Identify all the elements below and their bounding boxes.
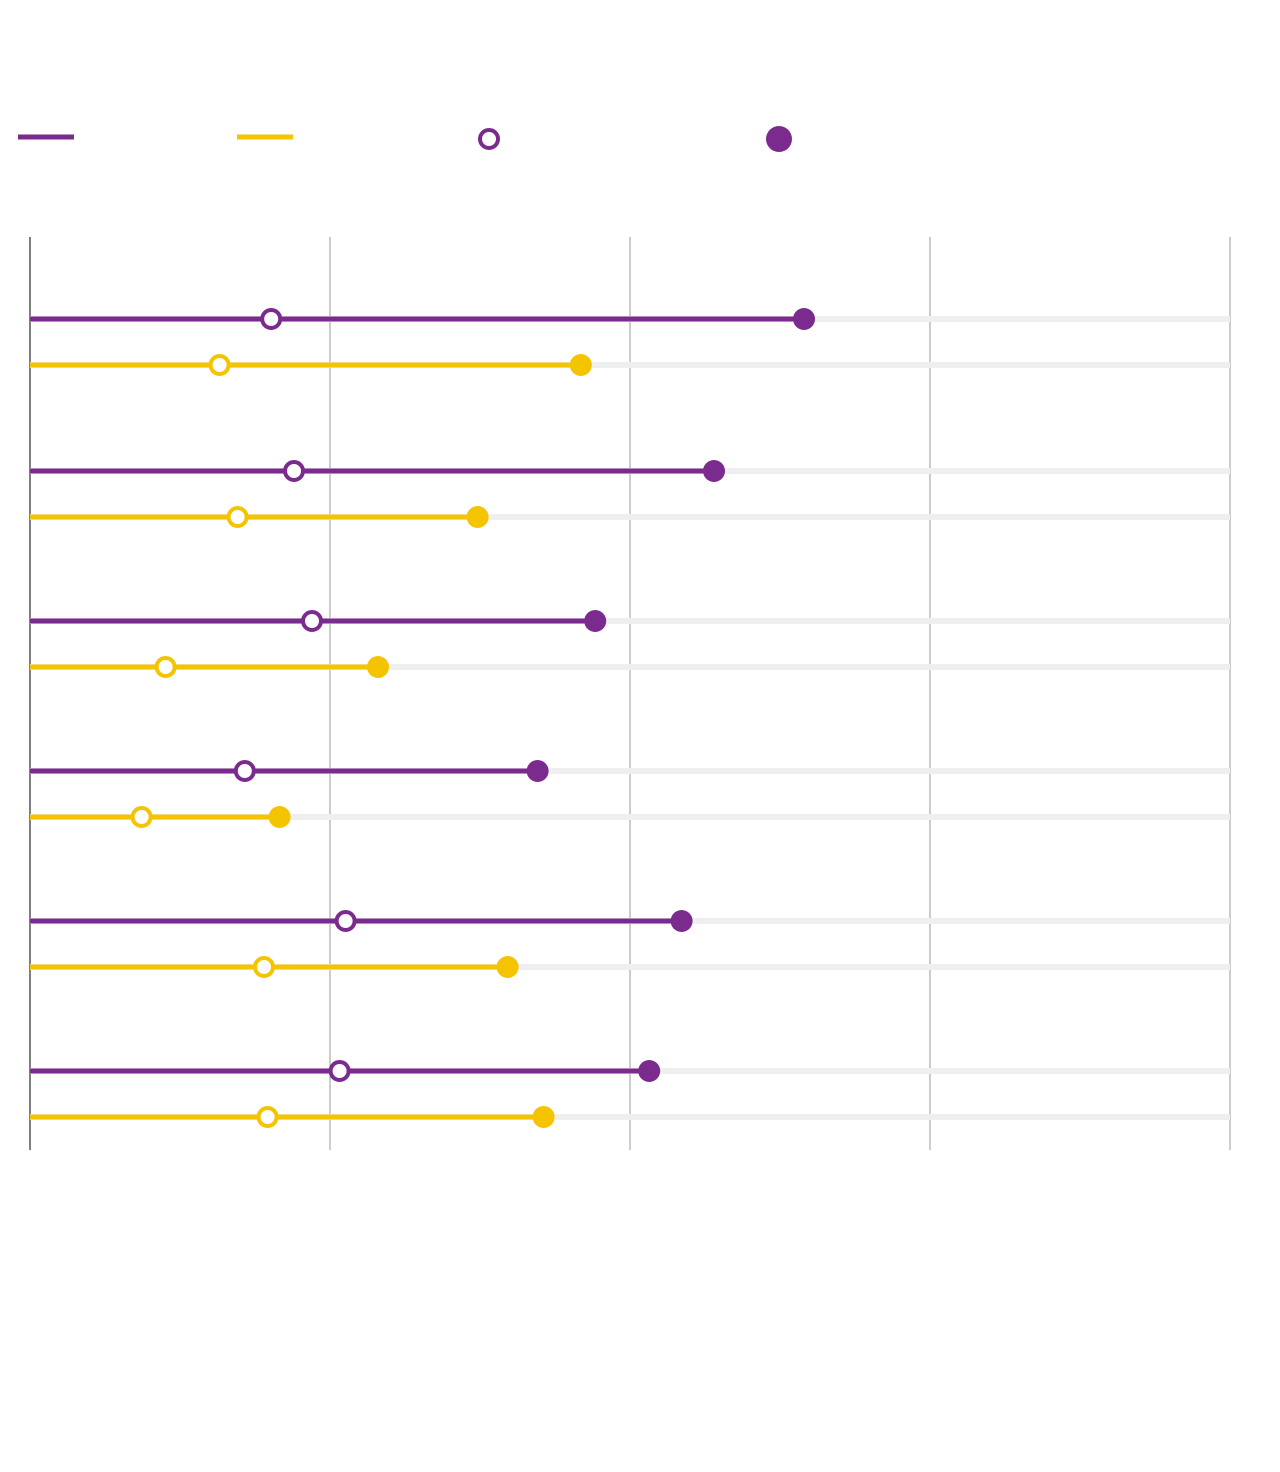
start-marker (233, 760, 256, 782)
start-marker (253, 956, 275, 978)
end-marker (670, 910, 693, 932)
end-marker (268, 806, 291, 828)
start-marker (260, 308, 283, 330)
end-marker (466, 506, 489, 528)
start-marker (256, 1106, 279, 1128)
start-marker (301, 610, 323, 632)
end-marker (526, 760, 549, 782)
end-marker (532, 1106, 555, 1128)
legend-filled-marker (766, 126, 792, 152)
end-marker (703, 460, 725, 482)
end-marker (584, 610, 607, 632)
start-marker (283, 460, 305, 482)
end-marker (793, 308, 815, 330)
legend-open-marker (478, 128, 500, 150)
start-marker (328, 1060, 351, 1082)
start-marker (226, 506, 249, 528)
end-marker (569, 354, 592, 376)
legend (478, 126, 792, 152)
end-marker (367, 656, 389, 678)
start-marker (208, 354, 231, 376)
start-marker (154, 656, 177, 678)
end-marker (496, 956, 519, 978)
start-marker (334, 910, 357, 932)
end-marker (638, 1060, 661, 1082)
start-marker (130, 806, 153, 828)
